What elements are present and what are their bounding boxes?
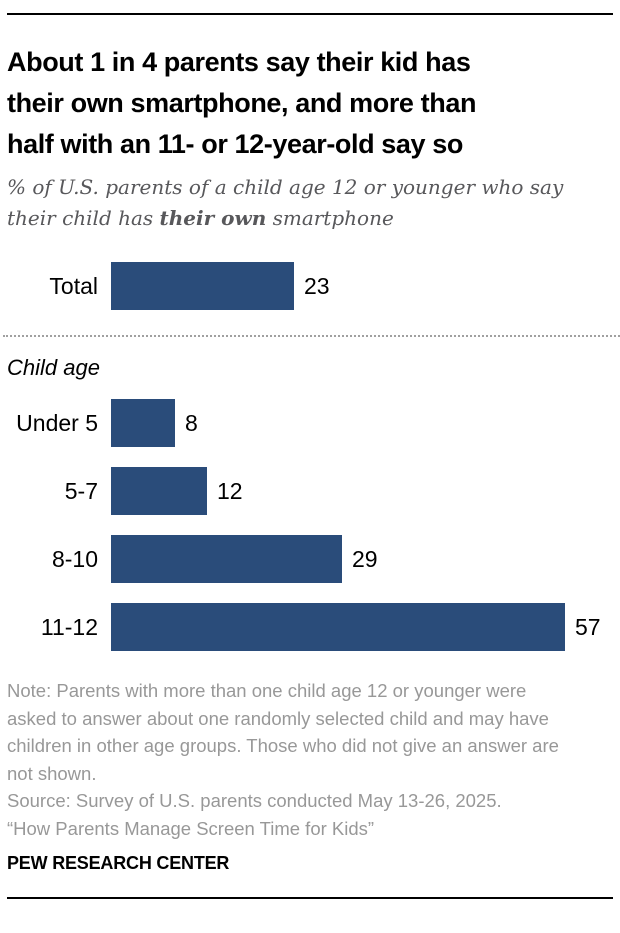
bar-row: Under 5 8 [7,399,613,447]
group-label: Child age [7,355,100,380]
pew-chart-card: About 1 in 4 parents say their kid has t… [0,13,620,933]
chart-title: About 1 in 4 parents say their kid has t… [7,42,613,165]
bar [111,467,207,515]
chart-title-line: their own smartphone, and more than [7,88,477,118]
source-text: Source: Survey of U.S. parents conducted… [7,790,502,811]
category-label: Under 5 [16,409,98,436]
category-label: 8-10 [51,545,98,572]
bar-area: 57 [111,603,613,651]
chart-title-line: half with an 11- or 12-year-old say so [7,129,463,159]
bar-chart: Total 23 Child age Under 5 8 5-7 12 8-10 29 11-12… [3,262,620,651]
note-line: children in other age groups. Those who … [7,735,559,756]
category-label: Total [49,272,98,299]
bar [111,603,565,651]
note-line: asked to answer about one randomly selec… [7,707,549,729]
bar-row: Total 23 [7,262,613,310]
bar-row: 5-7 12 [7,467,613,515]
value-label: 57 [575,613,601,640]
value-label: 29 [352,545,378,572]
section-divider [3,335,620,337]
bar [111,399,175,447]
bar-row: 11-12 57 [7,603,613,651]
chart-footer: Note: Parents with more than one child a… [7,677,613,842]
category-label: 5-7 [64,477,98,504]
bar [111,535,342,583]
value-label: 12 [217,477,243,504]
note-text: Note: Parents with more than one child a… [7,677,613,787]
chart-subtitle: % of U.S. parents of a child age 12 or y… [7,172,613,234]
chart-subtitle-line: their child has their own smartphone [7,206,394,230]
bar-area: 29 [111,535,613,583]
note-line: Note: Parents with more than one child a… [7,680,527,701]
category-label: 11-12 [40,613,98,640]
bar-area: 23 [111,262,613,310]
bar-row: 8-10 29 [7,535,613,583]
subtitle-emphasis: their own [159,206,267,230]
bar [111,262,294,310]
bottom-divider [7,897,613,899]
chart-subtitle-line: % of U.S. parents of a child age 12 or y… [7,175,564,199]
report-title-text: “How Parents Manage Screen Time for Kids… [7,817,375,839]
value-label: 8 [185,409,198,436]
value-label: 23 [304,272,330,299]
bar-area: 12 [111,467,613,515]
brand-wordmark: PEW RESEARCH CENTER [7,853,230,873]
chart-title-line: About 1 in 4 parents say their kid has [7,47,471,77]
bar-area: 8 [111,399,613,447]
note-line: not shown. [7,762,97,784]
top-divider [7,13,613,15]
